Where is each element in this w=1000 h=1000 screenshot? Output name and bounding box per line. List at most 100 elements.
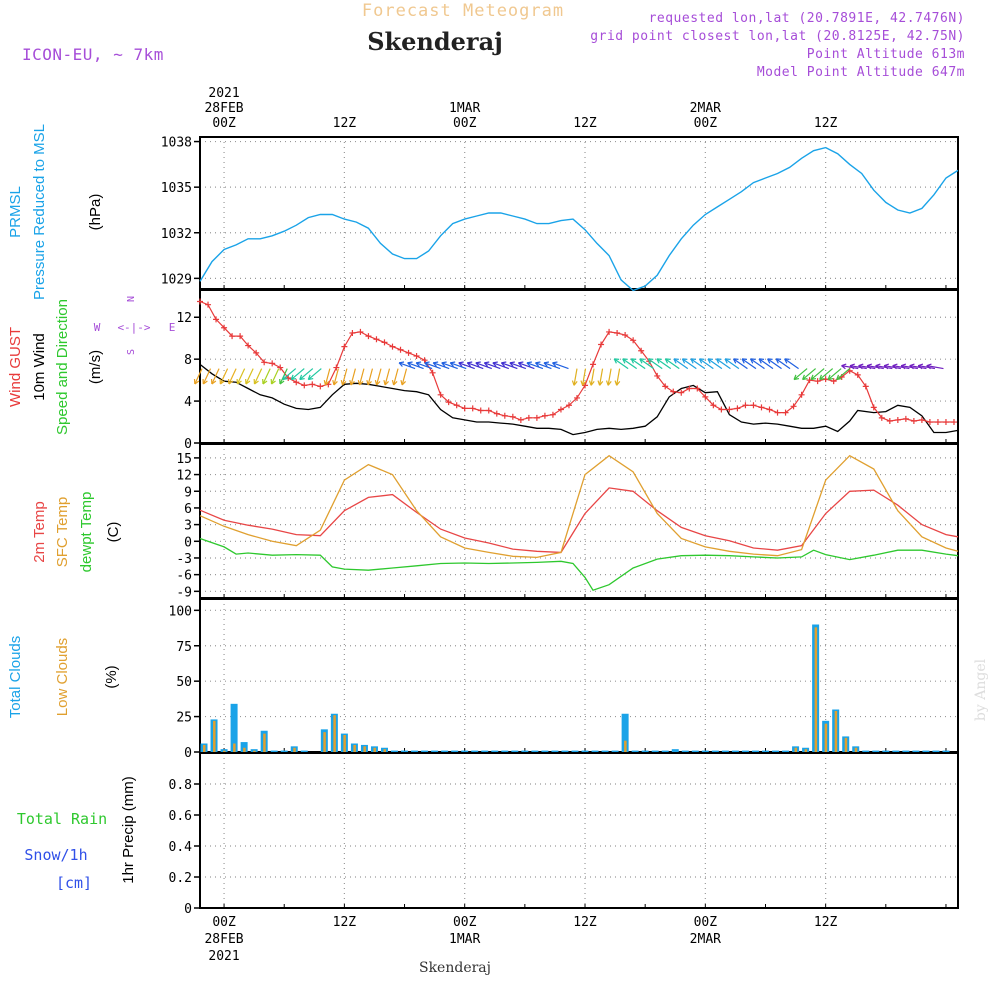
bottom-time-label: 2MAR [690, 932, 721, 947]
panel-axis-label: (%) [103, 665, 120, 688]
total-cloud-bar [501, 750, 509, 752]
station-name: Skenderaj [367, 27, 503, 56]
arrow-head [282, 374, 288, 381]
arrow-shaft [793, 368, 808, 380]
total-cloud-bar [581, 750, 589, 752]
y-tick-label: 0.2 [169, 871, 192, 886]
low-cloud-bar [834, 710, 838, 752]
gust-point-marker [269, 360, 276, 367]
panel-axis-label: (C) [105, 522, 122, 543]
arrow-shaft [810, 368, 825, 380]
arrow-head [622, 358, 628, 364]
gust-point-marker [573, 394, 580, 401]
gust-point-marker [357, 328, 364, 335]
arrow-head [630, 358, 637, 364]
compass-n: N [126, 296, 137, 302]
wind-direction-arrow [236, 368, 246, 385]
wind-direction-arrow [383, 368, 391, 386]
arrow-shaft [492, 362, 510, 370]
bottom-time-label: 28FEB [204, 932, 243, 947]
top-time-label: 28FEB [204, 101, 243, 116]
arrow-shaft [458, 362, 475, 370]
gust-point-marker [405, 349, 412, 356]
top-time-label: 12Z [573, 116, 597, 131]
arrow-head [492, 361, 498, 367]
panel-precip: 0 0.2 0.4 0.6 0.8 [169, 752, 959, 917]
arrow-head [391, 380, 398, 386]
gust-point-marker [590, 361, 597, 368]
arrow-shaft [901, 365, 918, 370]
arrow-head [892, 363, 898, 370]
panel-axis-label: 2m Temp [31, 501, 48, 562]
gust-point-marker [710, 402, 717, 409]
wind-direction-arrow [262, 368, 271, 385]
gust-point-marker [277, 364, 284, 371]
top-time-label: 12Z [333, 116, 357, 131]
gust-point-marker [197, 298, 203, 305]
gust-point-marker [806, 377, 813, 384]
arrow-shaft [552, 362, 569, 370]
total-cloud-bar [681, 750, 689, 752]
total-cloud-bar [531, 750, 539, 752]
wind-direction-arrow [732, 358, 748, 370]
low-cloud-bar [343, 735, 346, 752]
arrow-head [383, 380, 389, 386]
gust-point-marker [662, 383, 669, 390]
total-cloud-bar [561, 750, 569, 752]
wind-direction-arrow [866, 363, 884, 370]
gust-point-marker [934, 419, 941, 426]
gust-point-marker [894, 416, 901, 423]
wind-direction-arrow [613, 358, 629, 370]
arrow-shaft [236, 368, 246, 385]
wind-direction-arrow [415, 361, 433, 370]
gust-point-marker [533, 414, 540, 421]
gust-point-marker [686, 385, 693, 392]
panel-axis-label: Wind GUST [7, 327, 24, 407]
wind-direction-arrow [900, 363, 918, 370]
prmsl-line [199, 146, 959, 292]
total-cloud-bar [541, 750, 549, 752]
arrow-shaft [282, 368, 297, 380]
arrow-head [424, 361, 430, 367]
wind-direction-arrow [458, 361, 475, 370]
y-tick-label: 0.8 [169, 778, 192, 793]
total-cloud-bar [711, 750, 719, 752]
wind-direction-arrow [193, 368, 203, 385]
arrow-head [340, 380, 347, 386]
snow-unit-label: [cm] [56, 874, 92, 892]
wind-direction-arrow [552, 361, 569, 370]
gust-point-marker [678, 389, 685, 396]
gust-point-marker [942, 419, 949, 426]
y-tick-label: 25 [176, 711, 192, 726]
wind-direction-arrow [517, 361, 535, 370]
arrow-head [639, 358, 645, 364]
arrow-head [374, 380, 381, 386]
total-cloud-bar [862, 750, 870, 752]
arrow-shaft [526, 362, 544, 370]
y-tick-label: 0 [184, 746, 192, 761]
arrow-head [415, 361, 422, 367]
arrow-head [614, 380, 621, 386]
rain-label: Total Rain [17, 810, 107, 828]
arrow-head [849, 363, 855, 370]
gust-point-marker [598, 341, 605, 348]
wind-direction-arrow [282, 368, 297, 381]
arrow-head [253, 378, 259, 385]
total-cloud-bar [240, 742, 248, 752]
low-cloud-bar [814, 627, 818, 752]
arrow-head [500, 361, 507, 367]
y-tick-label: 75 [176, 640, 192, 655]
arrow-head [526, 361, 532, 367]
arrow-shaft [543, 362, 561, 370]
total-cloud-bar [491, 750, 499, 752]
bottom-time-label: 12Z [573, 915, 597, 930]
arrow-head [466, 361, 473, 367]
gust-point-marker [790, 403, 797, 410]
total-cloud-bar [872, 750, 880, 752]
panel-frame [199, 598, 959, 753]
wind-direction-arrow [698, 358, 714, 370]
arrow-shaft [324, 368, 331, 386]
gust-point-marker [381, 339, 388, 346]
gust-point-marker [614, 329, 621, 336]
